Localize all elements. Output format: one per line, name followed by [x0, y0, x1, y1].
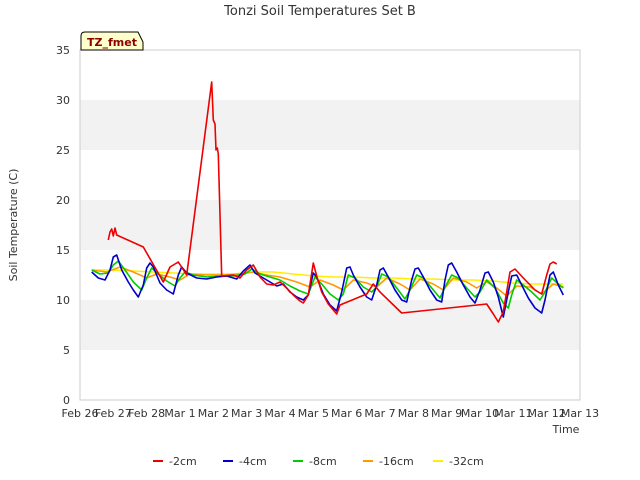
x-tick-label: Mar 7: [364, 407, 395, 420]
x-tick-label: Mar 4: [264, 407, 295, 420]
series-lines: [91, 81, 565, 323]
y-tick-label: 35: [56, 44, 70, 57]
legend-label: -16cm: [379, 455, 414, 468]
y-tick-label: 5: [63, 344, 70, 357]
tz-tag-label: TZ_fmet: [87, 36, 137, 49]
series-line-2cmcm: [107, 81, 558, 323]
y-tick-label: 15: [56, 244, 70, 257]
x-tick-label: Mar 11: [494, 407, 532, 420]
grid-band: [80, 350, 580, 400]
x-tick-label: Mar 3: [231, 407, 262, 420]
grid-band: [80, 150, 580, 200]
chart-title: Tonzi Soil Temperatures Set B: [223, 4, 416, 19]
grid-band: [80, 200, 580, 250]
x-tick-label: Mar 8: [398, 407, 429, 420]
x-tick-label: Feb 28: [128, 407, 165, 420]
x-axis-label: Time: [552, 423, 580, 436]
legend-label: -2cm: [169, 455, 197, 468]
grid-band: [80, 100, 580, 150]
series-line-4cmcm: [91, 254, 565, 318]
x-tick-label: Mar 13: [561, 407, 599, 420]
x-tick-label: Mar 5: [298, 407, 329, 420]
x-tick-label: Mar 6: [331, 407, 362, 420]
legend: -2cm -4cm -8cm -16cm -32cm: [153, 455, 484, 468]
x-tick-label: Mar 9: [431, 407, 462, 420]
y-axis-ticks: 0 5 10 15 20 25 30 35: [56, 44, 70, 407]
tz-tag: TZ_fmet: [80, 31, 144, 51]
legend-label: -32cm: [449, 455, 484, 468]
y-axis-label: Soil Temperature (C): [7, 169, 20, 282]
y-tick-label: 0: [63, 394, 70, 407]
grid-bands: [80, 50, 580, 400]
grid-band: [80, 50, 580, 100]
y-tick-label: 30: [56, 94, 70, 107]
legend-label: -4cm: [239, 455, 267, 468]
y-tick-label: 20: [56, 194, 70, 207]
x-tick-label: Mar 1: [164, 407, 195, 420]
x-tick-label: Mar 12: [528, 407, 566, 420]
x-tick-label: Mar 10: [461, 407, 499, 420]
legend-label: -8cm: [309, 455, 337, 468]
y-tick-label: 25: [56, 144, 70, 157]
x-tick-label: Mar 2: [198, 407, 229, 420]
grid-band: [80, 300, 580, 350]
plot-border: [79, 49, 581, 401]
y-tick-label: 10: [56, 294, 70, 307]
x-tick-label: Feb 27: [95, 407, 132, 420]
x-tick-label: Feb 26: [62, 407, 99, 420]
